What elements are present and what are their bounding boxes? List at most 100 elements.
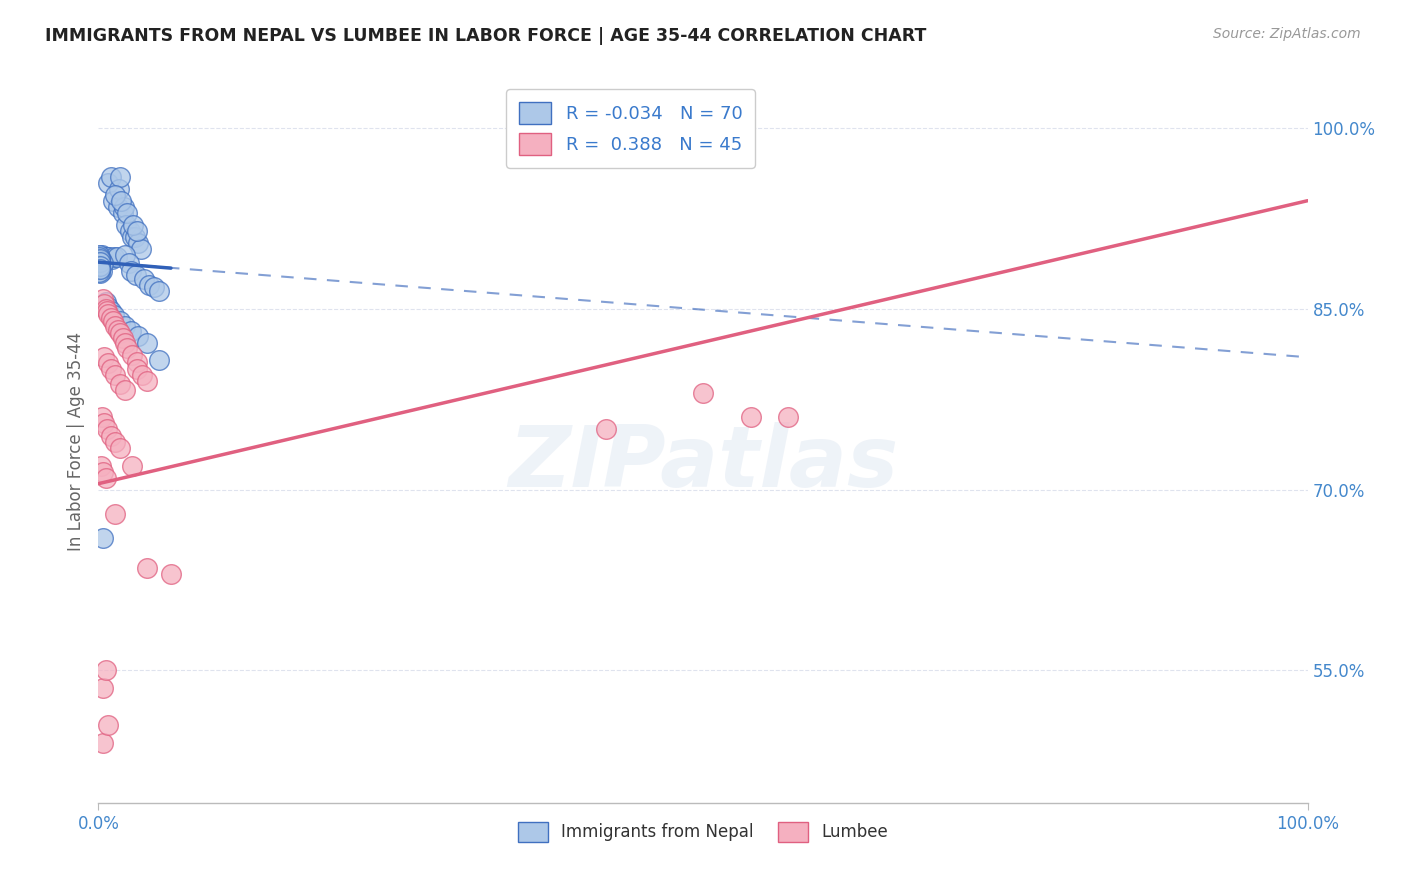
Point (776, 410, 799, 425)
Point (100, 304, 122, 318)
Point (127, 355, 149, 369)
Point (96, 250, 118, 264)
Point (100, 428, 122, 442)
Point (91, 681, 114, 696)
Point (111, 331, 134, 345)
Point (91, 263, 114, 277)
Point (91, 258, 114, 272)
Point (108, 169, 131, 184)
Point (101, 314, 124, 328)
Point (148, 284, 170, 298)
Point (135, 335, 157, 350)
Point (89, 262, 111, 277)
Point (129, 242, 152, 256)
Point (115, 218, 138, 232)
Point (100, 362, 122, 376)
Y-axis label: In Labor Force | Age 35-44: In Labor Force | Age 35-44 (66, 332, 84, 551)
Point (122, 218, 145, 232)
Point (148, 352, 170, 367)
Point (91, 256, 114, 270)
Point (93, 252, 115, 266)
Point (121, 348, 143, 362)
Point (138, 278, 160, 293)
Point (105, 250, 128, 264)
Point (104, 368, 127, 383)
Point (114, 318, 136, 333)
Point (97, 176, 120, 190)
Point (91, 250, 114, 264)
Point (104, 434, 127, 449)
Point (111, 205, 134, 219)
Point (595, 423, 617, 437)
Point (104, 318, 127, 333)
Point (127, 235, 149, 250)
Text: ZIPatlas: ZIPatlas (508, 422, 898, 505)
Point (740, 410, 762, 425)
Point (89, 255, 111, 269)
Point (96, 304, 118, 318)
Point (89, 252, 111, 266)
Point (100, 252, 122, 266)
Point (104, 187, 127, 202)
Point (107, 322, 129, 336)
Point (120, 263, 142, 277)
Point (87, 255, 110, 269)
Point (121, 458, 143, 473)
Point (90, 252, 112, 266)
Point (127, 224, 149, 238)
Point (97, 717, 120, 731)
Point (91, 465, 114, 479)
Point (112, 200, 135, 214)
Point (108, 326, 131, 341)
Point (89, 262, 111, 277)
Point (125, 268, 148, 283)
Point (108, 441, 131, 455)
Point (91, 293, 114, 307)
Point (87, 262, 110, 277)
Point (107, 200, 129, 214)
Point (93, 297, 115, 311)
Point (121, 230, 143, 244)
Point (89, 266, 111, 280)
Point (100, 169, 122, 184)
Point (120, 324, 142, 338)
Point (134, 272, 156, 286)
Point (100, 310, 122, 325)
Text: IMMIGRANTS FROM NEPAL VS LUMBEE IN LABOR FORCE | AGE 35-44 CORRELATION CHART: IMMIGRANTS FROM NEPAL VS LUMBEE IN LABOR… (45, 27, 927, 45)
Point (108, 314, 131, 328)
Point (90, 256, 112, 270)
Point (131, 368, 153, 383)
Point (124, 230, 146, 244)
Point (108, 182, 131, 196)
Point (87, 260, 110, 274)
Point (98, 250, 121, 264)
Point (96, 423, 118, 437)
Point (89, 259, 111, 273)
Point (160, 567, 183, 582)
Point (114, 383, 136, 397)
Point (87, 258, 110, 272)
Point (94, 250, 117, 264)
Point (94, 664, 117, 678)
Point (135, 561, 157, 575)
Point (87, 248, 110, 262)
Point (110, 194, 132, 208)
Point (91, 248, 114, 262)
Point (87, 252, 110, 267)
Text: Source: ZipAtlas.com: Source: ZipAtlas.com (1213, 27, 1361, 41)
Point (93, 417, 115, 431)
Point (101, 194, 124, 208)
Point (97, 356, 120, 370)
Point (94, 471, 117, 485)
Point (90, 261, 112, 276)
Point (127, 362, 149, 376)
Point (104, 507, 127, 521)
Point (114, 335, 136, 350)
Point (91, 531, 114, 545)
Point (135, 375, 157, 389)
Point (117, 341, 139, 355)
Point (87, 250, 110, 264)
Point (117, 205, 139, 219)
Point (118, 224, 141, 238)
Point (143, 280, 166, 294)
